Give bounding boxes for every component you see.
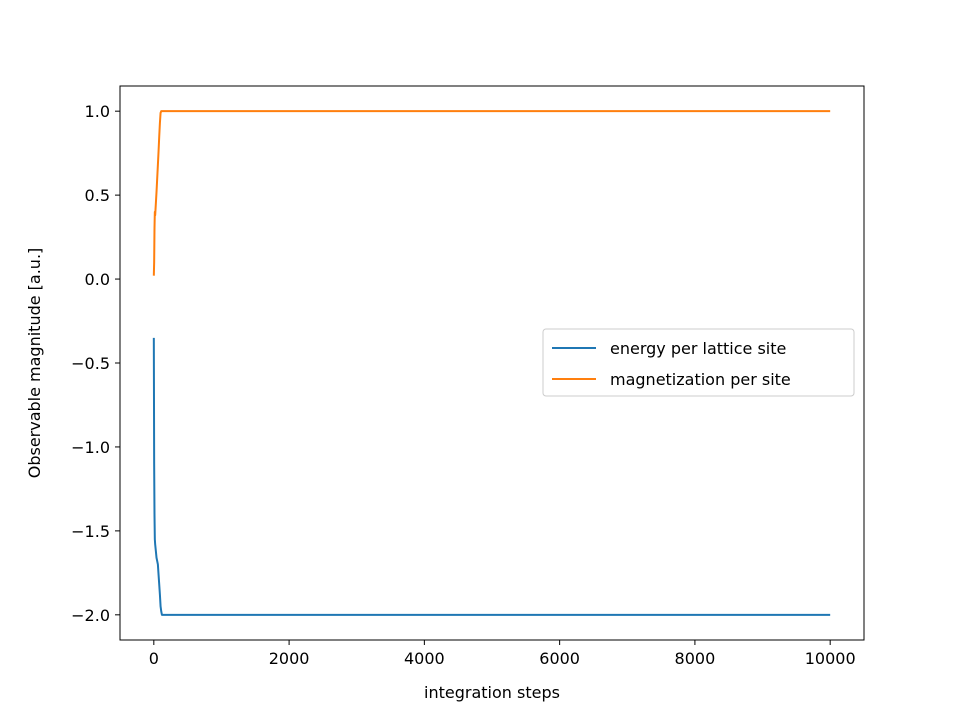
ticks-layer: 0 2000 4000 6000 8000 10000 1.0 0.5 0.0 −0.5 −1.0 −… [71, 102, 855, 668]
y-tick-label: −1.5 [71, 522, 110, 541]
x-axis-label: integration steps [424, 683, 560, 702]
x-tick-label: 4000 [404, 649, 445, 668]
x-tick-label: 6000 [539, 649, 580, 668]
y-tick-label: 0.5 [85, 186, 110, 205]
legend-entry-label: energy per lattice site [610, 339, 786, 358]
x-tick-label: 0 [149, 649, 159, 668]
legend: energy per lattice site magnetization per… [542, 328, 855, 397]
y-tick-label: −0.5 [71, 354, 110, 373]
x-tick-label: 8000 [675, 649, 716, 668]
y-tick-label: 0.0 [85, 270, 110, 289]
legend-entry-label: magnetization per site [610, 370, 791, 389]
x-tick-label: 10000 [805, 649, 856, 668]
series-line-magnetization [152, 110, 831, 276]
y-axis-label: Observable magnitude [a.u.] [25, 248, 44, 479]
y-tick-label: 1.0 [85, 102, 110, 121]
y-tick-label: −1.0 [71, 438, 110, 457]
series-line-energy [152, 337, 831, 616]
x-tick-label: 2000 [269, 649, 310, 668]
series-layer [152, 110, 831, 616]
y-tick-label: −2.0 [71, 606, 110, 625]
legend-box [542, 328, 855, 397]
